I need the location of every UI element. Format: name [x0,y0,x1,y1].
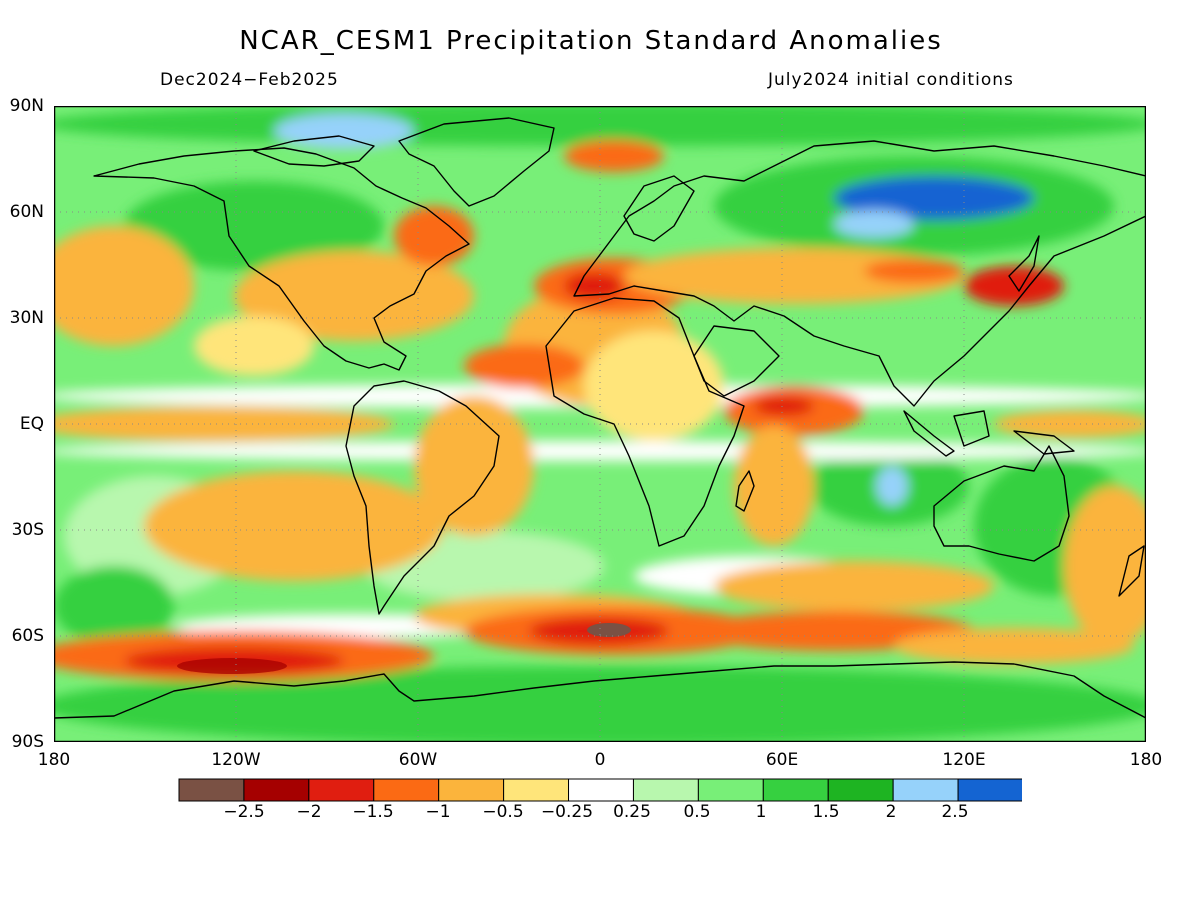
colorbar-label-3: −1.5 [352,802,394,822]
coast-africa [545,297,745,547]
colorbar-box-2 [243,778,310,802]
lat-label-60n: 60N [9,202,44,222]
graticule [54,106,1146,742]
anomaly-fields [54,106,1146,742]
colorbar-label-8: 0.5 [683,802,711,822]
dry-core-south-pacific [177,658,287,674]
coast-new-guinea [1013,430,1075,455]
colorbar-box-12 [892,778,959,802]
coast-south-america [345,380,500,615]
colorbar-label-1: −2.5 [223,802,265,822]
colorbar [178,778,1022,802]
lat-label-90s: 90S [11,732,44,752]
coastlines [54,117,1146,719]
colorbar-box-8 [632,778,699,802]
colorbar-box-7 [568,778,634,802]
colorbar-box-6 [503,778,570,802]
colorbar-label-6: −0.25 [540,802,594,822]
anomaly-map [54,106,1146,742]
colorbar-box-3 [308,778,375,802]
lat-label-60s: 60S [11,626,44,646]
lat-label-30s: 30S [11,520,44,540]
colorbar-box-9 [697,778,764,802]
map-title: NCAR_CESM1 Precipitation Standard Anomal… [239,26,943,56]
map-frame [54,106,1146,742]
lon-label-120w: 120W [211,750,261,770]
colorbar-box-5 [438,778,505,802]
colorbar-box-10 [762,778,829,802]
coast-madagascar [735,470,755,512]
coast-sumatra [903,410,955,457]
lon-label-180w: 180 [37,750,71,770]
lon-label-180e: 180 [1129,750,1163,770]
extreme-dry-core [587,623,631,637]
coast-new-zealand [1118,545,1145,597]
initial-conditions: July2024 initial conditions [768,70,1014,90]
lon-label-60e: 60E [765,750,799,770]
coast-arctic-islands [253,135,375,167]
forecast-period: Dec2024−Feb2025 [160,70,339,90]
colorbar-box-1 [178,778,245,802]
lon-label-0: 0 [594,750,606,770]
colorbar-label-11: 2 [885,802,897,822]
colorbar-label-7: 0.25 [613,802,651,822]
lat-label-30n: 30N [9,308,44,328]
colorbar-label-4: −1 [425,802,451,822]
coast-arabia [693,325,780,397]
coast-antarctica [54,661,1146,719]
colorbar-label-9: 1 [755,802,767,822]
colorbar-box-4 [373,778,440,802]
coast-greenland [398,117,555,207]
coast-borneo [953,410,990,447]
colorbar-label-5: −0.5 [482,802,524,822]
lat-label-90n: 90N [9,96,44,116]
colorbar-label-2: −2 [296,802,322,822]
colorbar-label-12: 2.5 [941,802,969,822]
coast-scandinavia [623,175,695,242]
coast-north-america [93,147,470,371]
coast-australia [933,445,1070,562]
lon-label-120e: 120E [942,750,986,770]
colorbar-box-11 [827,778,894,802]
coast-japan [1008,235,1040,292]
colorbar-box-13 [957,778,1022,802]
colorbar-label-10: 1.5 [812,802,840,822]
lon-label-60w: 60W [398,750,438,770]
lat-label-eq: EQ [19,414,44,434]
